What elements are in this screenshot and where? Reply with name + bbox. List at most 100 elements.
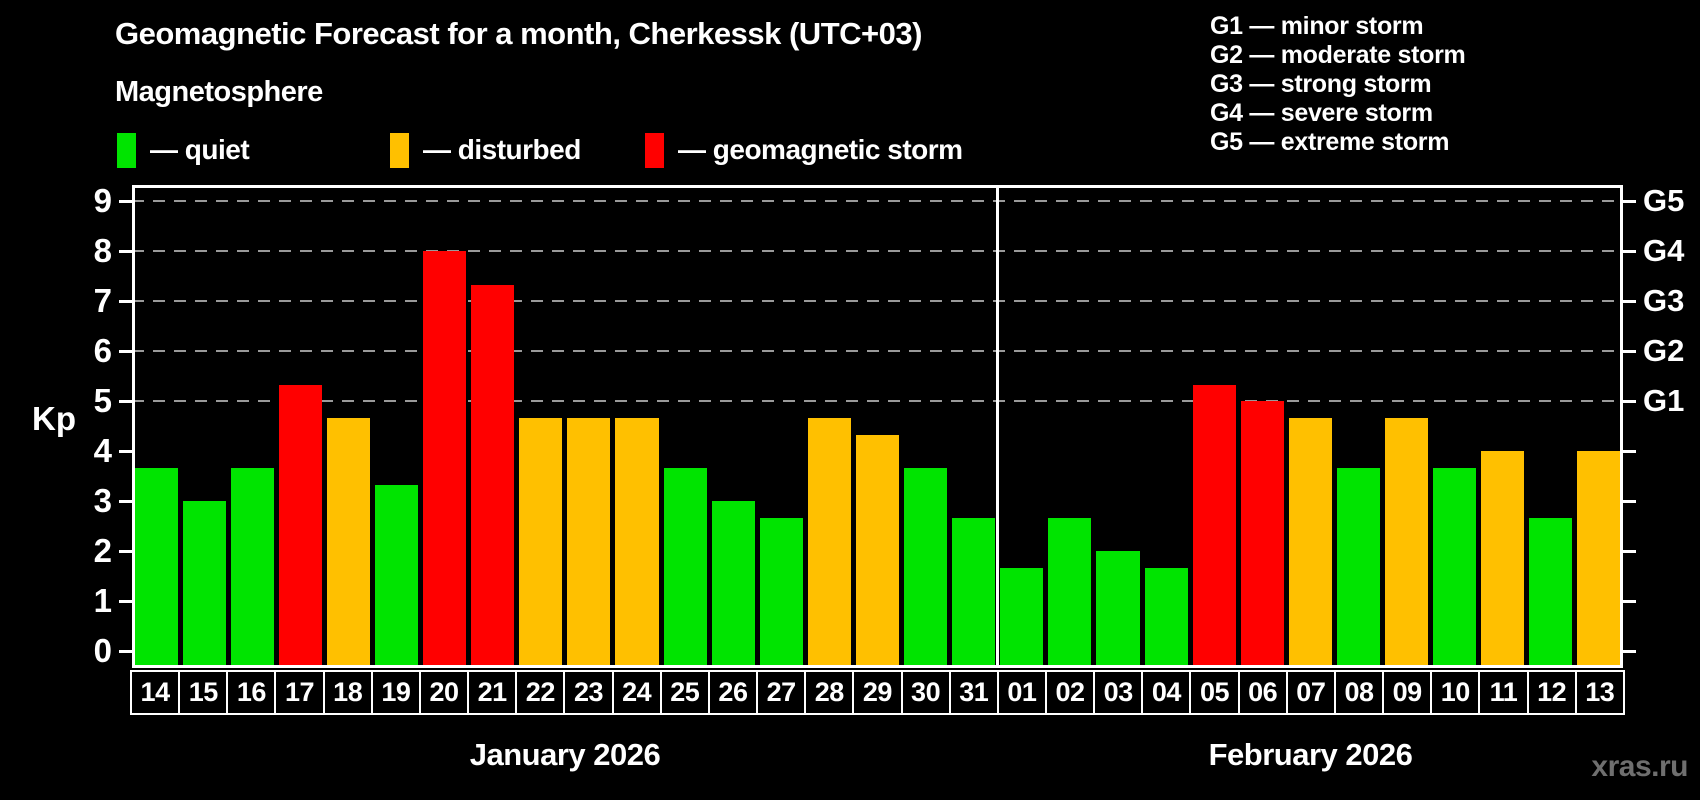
day-cell-february-07: 07 <box>1285 670 1336 715</box>
day-cell-january-14: 14 <box>130 670 181 715</box>
y-axis-label-5: 5 <box>93 382 112 419</box>
day-cell-february-09: 09 <box>1382 670 1433 715</box>
kp-gridline-5 <box>132 400 1623 402</box>
y-axis-label-4: 4 <box>93 432 112 469</box>
y-axis-tick-right-1 <box>1623 600 1636 603</box>
day-cell-january-19: 19 <box>370 670 421 715</box>
kp-bar-february-02 <box>1048 517 1092 668</box>
y-axis-tick-right-2 <box>1623 550 1636 553</box>
quiet-color-swatch-icon <box>117 132 136 168</box>
y-axis-tick-right-9 <box>1623 200 1636 203</box>
legend-item-disturbed: — disturbed <box>390 132 581 168</box>
month-label-february: February 2026 <box>1208 737 1413 772</box>
legend-item-storm: — geomagnetic storm <box>645 132 963 168</box>
kp-bar-january-21 <box>471 284 515 668</box>
kp-bar-february-06 <box>1240 401 1284 668</box>
y-axis-tick-left-5 <box>119 400 132 403</box>
y-axis-tick-left-7 <box>119 300 132 303</box>
kp-bar-february-01 <box>1000 567 1044 668</box>
kp-bar-january-29 <box>855 434 900 668</box>
kp-bar-february-13 <box>1577 451 1621 668</box>
y-axis-label-1: 1 <box>93 582 112 619</box>
plot-area: 0 1 2 3 4 5 6 7 8 9 G1 G2 G3 G4 G5 <box>94 182 1685 669</box>
kp-gridline-7 <box>132 300 1623 302</box>
day-cell-february-11: 11 <box>1478 670 1529 715</box>
day-cell-january-30: 30 <box>900 670 951 715</box>
y-axis-tick-right-7 <box>1623 300 1636 303</box>
kp-bar-february-08 <box>1336 467 1380 668</box>
day-cell-january-20: 20 <box>418 670 470 715</box>
day-cell-january-25: 25 <box>659 670 710 715</box>
kp-bar-january-30 <box>904 467 948 668</box>
day-cell-january-31: 31 <box>948 670 999 715</box>
y-axis-tick-left-2 <box>119 550 132 553</box>
kp-bar-february-07 <box>1288 417 1332 668</box>
y-axis-tick-left-8 <box>119 250 132 253</box>
kp-bar-january-31 <box>952 517 996 668</box>
legend-quiet-label: — quiet <box>150 134 250 165</box>
kp-bar-january-16 <box>230 467 274 668</box>
g4-legend-line: G4 — severe storm <box>1210 99 1433 127</box>
kp-bar-january-15 <box>182 501 226 668</box>
magnetosphere-label: Magnetosphere <box>115 76 323 108</box>
day-cell-february-06: 06 <box>1237 670 1288 715</box>
kp-bar-january-14 <box>134 467 178 668</box>
y-axis-tick-left-0 <box>119 650 132 653</box>
g2-legend-line: G2 — moderate storm <box>1210 41 1466 69</box>
y-axis-label-3: 3 <box>93 482 112 519</box>
day-cell-february-05: 05 <box>1189 670 1240 715</box>
day-cell-january-29: 29 <box>852 670 903 715</box>
kp-bar-january-18 <box>326 417 370 668</box>
y-axis-label-6: 6 <box>93 332 112 369</box>
day-cell-february-08: 08 <box>1333 670 1385 715</box>
month-divider <box>996 185 1000 668</box>
month-label-january: January 2026 <box>469 737 661 772</box>
day-cell-february-03: 03 <box>1093 670 1144 715</box>
day-cell-february-13: 13 <box>1574 670 1625 715</box>
day-cell-february-10: 10 <box>1430 670 1481 715</box>
day-cell-january-23: 23 <box>563 670 614 715</box>
day-cell-january-15: 15 <box>178 670 229 715</box>
kp-bar-january-17 <box>278 384 322 668</box>
y-axis-tick-left-9 <box>119 200 132 203</box>
kp-bar-january-26 <box>711 501 755 668</box>
kp-bar-january-20 <box>423 251 467 668</box>
y-axis-tick-left-4 <box>119 450 132 453</box>
kp-bar-january-27 <box>759 517 803 668</box>
y-axis-tick-right-3 <box>1623 500 1636 503</box>
day-cell-january-16: 16 <box>226 670 277 715</box>
g1-legend-line: G1 — minor storm <box>1210 12 1424 40</box>
day-cell-january-21: 21 <box>467 670 518 715</box>
day-cell-february-02: 02 <box>1044 670 1096 715</box>
day-cell-january-28: 28 <box>804 670 855 715</box>
y-axis-tick-right-8 <box>1623 250 1636 253</box>
g3-legend-line: G3 — strong storm <box>1210 70 1432 98</box>
kp-bar-february-09 <box>1385 417 1429 668</box>
kp-bar-january-23 <box>567 417 611 668</box>
kp-bar-february-04 <box>1144 567 1188 668</box>
g-axis-label-g2: G2 <box>1643 333 1685 368</box>
legend-item-quiet: — quiet <box>117 132 250 168</box>
day-axis-row: 14 15 16 17 18 19 20 21 22 23 24 25 26 27 28 29 30 31 01 02… <box>130 670 1625 715</box>
g-axis-label-g4: G4 <box>1643 233 1685 268</box>
kp-bar-january-19 <box>374 484 419 668</box>
legend-storm-label: — geomagnetic storm <box>678 134 963 165</box>
kp-bar-february-05 <box>1192 384 1236 668</box>
kp-bar-february-03 <box>1096 551 1140 668</box>
g5-legend-line: G5 — extreme storm <box>1210 128 1450 156</box>
kp-bar-january-24 <box>615 417 659 668</box>
g-axis-label-g5: G5 <box>1643 183 1685 218</box>
kp-bar-february-12 <box>1529 517 1573 668</box>
y-axis-tick-left-3 <box>119 500 132 503</box>
kp-gridline-6 <box>132 350 1623 352</box>
storm-color-swatch-icon <box>645 132 664 168</box>
y-axis-tick-left-6 <box>119 350 132 353</box>
day-cell-january-24: 24 <box>611 670 662 715</box>
y-axis-tick-right-4 <box>1623 450 1636 453</box>
y-axis-title: Kp <box>32 400 76 437</box>
y-axis-label-7: 7 <box>93 282 112 319</box>
legend-disturbed-label: — disturbed <box>423 134 581 165</box>
y-axis-label-0: 0 <box>93 632 112 669</box>
y-axis-label-9: 9 <box>93 182 112 219</box>
kp-bar-january-28 <box>807 417 851 668</box>
